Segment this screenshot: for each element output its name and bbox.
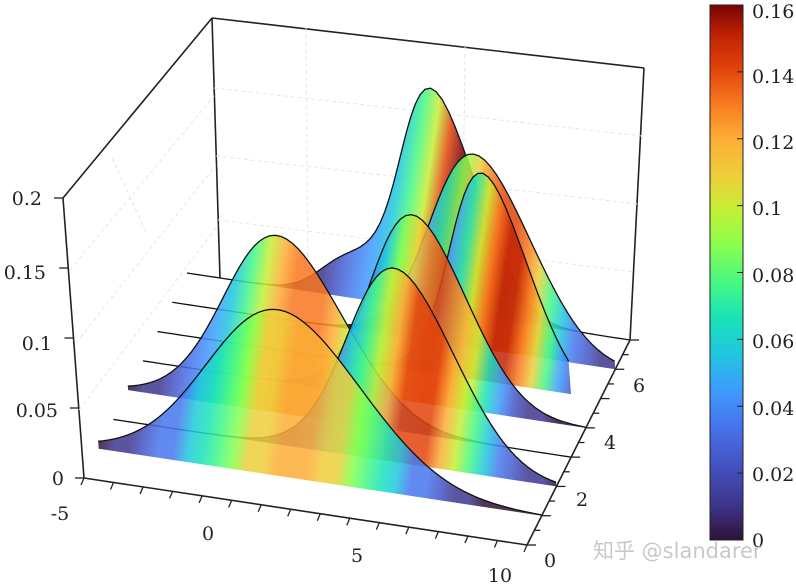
colorbar-label-0.16: 0.16 bbox=[752, 1, 794, 23]
z-tick-0.05: 0.05 bbox=[16, 400, 58, 422]
colorbar-label-0.06: 0.06 bbox=[752, 331, 794, 353]
tick-mark bbox=[228, 500, 233, 508]
y-tick-6: 6 bbox=[633, 375, 645, 397]
x-tick-5: 5 bbox=[351, 545, 363, 567]
colorbar-label-0.14: 0.14 bbox=[752, 66, 794, 88]
z-tick-0.1: 0.1 bbox=[22, 333, 52, 355]
y-tick-labels: 0 2 4 6 bbox=[544, 375, 645, 572]
tick-mark bbox=[493, 540, 499, 548]
back-left-edge bbox=[62, 17, 213, 199]
tick-mark bbox=[316, 513, 321, 521]
tick-mark bbox=[257, 504, 262, 513]
tick-mark bbox=[80, 477, 85, 486]
z-tick-0.2: 0.2 bbox=[12, 188, 42, 210]
tick-mark bbox=[434, 531, 439, 539]
y-tick-2: 2 bbox=[576, 489, 588, 511]
tick-mark bbox=[346, 517, 351, 526]
tick-mark bbox=[109, 482, 115, 490]
tick-mark bbox=[139, 486, 144, 495]
x-tick-labels: -5 0 5 10 bbox=[51, 503, 512, 586]
ridge-y-7 bbox=[187, 88, 630, 341]
colorbar-label-0: 0 bbox=[752, 530, 764, 552]
tick-mark bbox=[375, 522, 380, 530]
ridge-outline bbox=[98, 308, 542, 516]
back-top-edge bbox=[211, 17, 645, 69]
tick-mark bbox=[198, 495, 203, 504]
z-tick-0.15: 0.15 bbox=[4, 262, 46, 284]
colorbar-ticks bbox=[737, 4, 743, 541]
x-tick-0: 0 bbox=[202, 523, 214, 545]
tick-mark bbox=[464, 535, 469, 544]
colorbar-label-0.04: 0.04 bbox=[752, 398, 794, 420]
colorbar-label-0.08: 0.08 bbox=[752, 265, 794, 287]
tick-mark bbox=[169, 491, 174, 499]
colorbar-labels: 0 0.02 0.04 0.06 0.08 0.1 0.12 0.14 0.16 bbox=[752, 1, 794, 552]
x-tick--5: -5 bbox=[51, 503, 70, 525]
axis-ticks bbox=[54, 197, 639, 553]
ridge-series bbox=[98, 87, 631, 516]
watermark: 知乎 @slandarer bbox=[593, 539, 762, 563]
tick-mark bbox=[523, 544, 528, 553]
colorbar: 0 0.02 0.04 0.06 0.08 0.1 0.12 0.14 0.16 bbox=[709, 1, 794, 552]
y-tick-4: 4 bbox=[604, 432, 616, 454]
colorbar-label-0.1: 0.1 bbox=[752, 198, 782, 220]
back-vertical-left bbox=[211, 17, 221, 279]
z-tick-0: 0 bbox=[52, 468, 64, 490]
tick-mark bbox=[405, 526, 410, 535]
x-tick-10: 10 bbox=[488, 565, 512, 586]
x-axis-line bbox=[83, 477, 528, 546]
tick-mark bbox=[287, 509, 292, 517]
colorbar-label-0.12: 0.12 bbox=[752, 132, 794, 154]
colorbar-label-0.02: 0.02 bbox=[752, 464, 794, 486]
y-tick-0: 0 bbox=[544, 550, 556, 572]
z-tick-labels: 0 0.05 0.1 0.15 0.2 bbox=[4, 188, 64, 490]
